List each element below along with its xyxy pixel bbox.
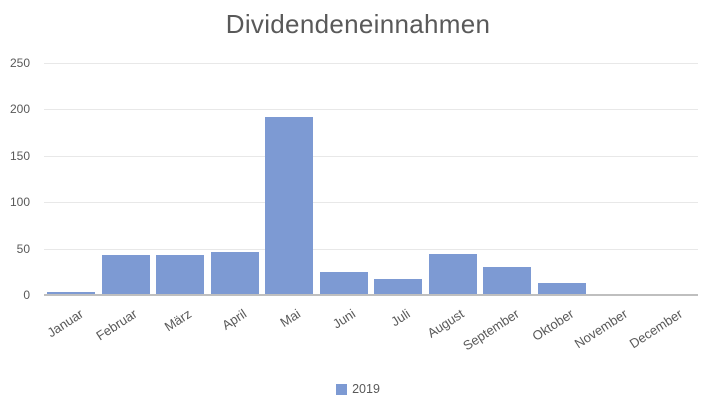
legend[interactable]: 2019	[0, 383, 716, 396]
bar-mai[interactable]	[265, 116, 314, 294]
bar-februar[interactable]	[101, 255, 150, 294]
bar-märz[interactable]	[156, 255, 205, 294]
gridline-200	[44, 109, 698, 111]
y-axis-tick-label: 150	[9, 148, 30, 163]
chart-title: Dividendeneinnahmen	[225, 9, 491, 39]
bar-juli[interactable]	[374, 279, 423, 294]
bar-oktober[interactable]	[537, 282, 586, 294]
x-axis-label-mai: Mai	[277, 306, 304, 330]
gridline-250	[44, 63, 698, 64]
x-axis-label-märz: März	[162, 306, 195, 335]
x-axis-label-december: December	[626, 306, 685, 352]
bar-juni[interactable]	[319, 271, 368, 294]
y-axis-tick-label: 200	[9, 102, 30, 117]
x-axis-label-november: November	[571, 306, 631, 352]
gridline-50	[44, 248, 698, 250]
x-axis-label-september: September	[459, 306, 522, 354]
x-axis-line	[44, 294, 698, 296]
x-axis-label-februar: Februar	[93, 306, 140, 344]
x-axis-label-oktober: Oktober	[528, 306, 576, 344]
bar-september[interactable]	[483, 267, 532, 294]
x-axis-label-april: April	[218, 306, 249, 333]
x-axis-label-juni: Juni	[329, 306, 358, 332]
y-axis-tick-label: 250	[9, 56, 30, 70]
gridline-150	[44, 155, 698, 157]
legend-label: 2019	[352, 382, 380, 396]
x-axis-label-juli: Juli	[387, 306, 413, 330]
legend-swatch-2019	[336, 384, 348, 395]
x-axis-label-august: August	[424, 306, 467, 341]
bar-august[interactable]	[428, 254, 477, 294]
gridline-100	[44, 202, 698, 204]
bar-januar[interactable]	[47, 292, 96, 294]
x-axis-label-januar: Januar	[43, 306, 86, 341]
bar-april[interactable]	[210, 252, 259, 294]
y-axis-tick-label: 100	[9, 195, 30, 210]
y-axis-tick-label: 50	[16, 241, 30, 256]
y-axis-tick-label: 0	[23, 288, 30, 302]
